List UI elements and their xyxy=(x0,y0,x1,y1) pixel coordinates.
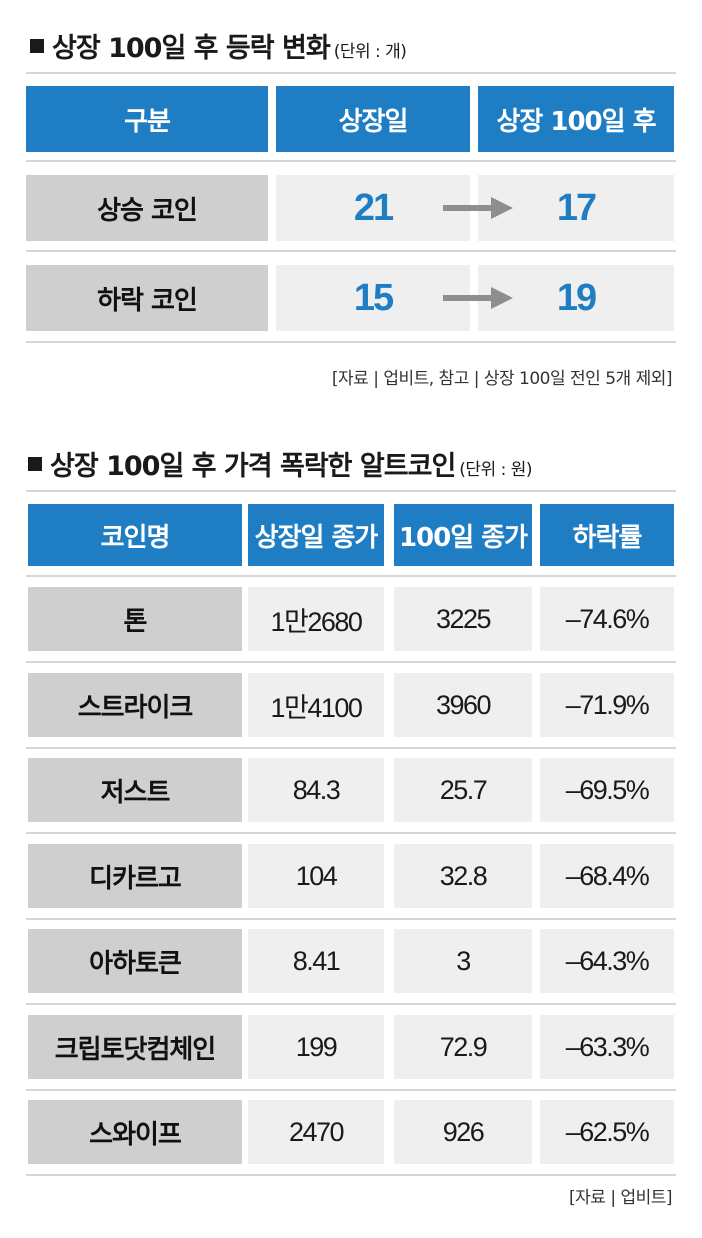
listing-close: 104 xyxy=(248,844,384,908)
coin-name: 저스트 xyxy=(28,758,242,822)
divider xyxy=(26,1003,676,1005)
close-100: 3225 xyxy=(394,587,532,651)
square-bullet-icon xyxy=(28,457,42,471)
section1-source: [자료 | 업비트, 참고 | 상장 100일 전인 5개 제외] xyxy=(331,369,673,389)
section2-title-text: 상장 100일 후 가격 폭락한 알트코인 xyxy=(50,451,456,482)
drop-rate: –62.5% xyxy=(540,1100,674,1164)
close-100: 3 xyxy=(394,929,532,993)
divider xyxy=(26,250,676,252)
listing-close: 2470 xyxy=(248,1100,384,1164)
coin-name: 톤 xyxy=(28,587,242,651)
divider xyxy=(26,661,676,663)
header-category: 구분 xyxy=(26,86,268,152)
section2-unit: (단위 : 원) xyxy=(459,460,533,480)
row-label-rising: 상승 코인 xyxy=(26,175,268,241)
header-listing-close: 상장일 종가 xyxy=(248,504,384,566)
divider xyxy=(26,918,676,920)
section2-title: 상장 100일 후 가격 폭락한 알트코인 (단위 : 원) xyxy=(28,444,533,483)
coin-name: 아하토큰 xyxy=(28,929,242,993)
section2-source: [자료 | 업비트] xyxy=(569,1188,673,1208)
row-label-falling: 하락 코인 xyxy=(26,265,268,331)
square-bullet-icon xyxy=(30,39,44,53)
listing-close: 1만4100 xyxy=(248,673,384,737)
drop-rate: –63.3% xyxy=(540,1015,674,1079)
falling-listing-day-value: 15 xyxy=(276,265,470,331)
divider xyxy=(26,747,676,749)
arrow-right-icon xyxy=(443,287,513,309)
divider xyxy=(26,160,676,162)
close-100: 25.7 xyxy=(394,758,532,822)
header-100-day-close: 100일 종가 xyxy=(394,504,532,566)
section1-title: 상장 100일 후 등락 변화 (단위 : 개) xyxy=(30,26,407,65)
section1-unit: (단위 : 개) xyxy=(333,42,407,62)
divider xyxy=(26,72,676,74)
divider xyxy=(26,1089,676,1091)
close-100: 32.8 xyxy=(394,844,532,908)
rising-listing-day-value: 21 xyxy=(276,175,470,241)
drop-rate: –74.6% xyxy=(540,587,674,651)
listing-close: 199 xyxy=(248,1015,384,1079)
divider xyxy=(26,832,676,834)
header-after-100-days: 상장 100일 후 xyxy=(478,86,674,152)
section1-title-text: 상장 100일 후 등락 변화 xyxy=(52,33,331,64)
header-listing-day: 상장일 xyxy=(276,86,470,152)
close-100: 3960 xyxy=(394,673,532,737)
header-drop-rate: 하락률 xyxy=(540,504,674,566)
divider xyxy=(26,1174,676,1176)
drop-rate: –68.4% xyxy=(540,844,674,908)
header-coin-name: 코인명 xyxy=(28,504,242,566)
listing-close: 1만2680 xyxy=(248,587,384,651)
divider xyxy=(26,490,676,492)
close-100: 926 xyxy=(394,1100,532,1164)
coin-name: 크립토닷컴체인 xyxy=(28,1015,242,1079)
drop-rate: –71.9% xyxy=(540,673,674,737)
coin-name: 디카르고 xyxy=(28,844,242,908)
coin-name: 스와이프 xyxy=(28,1100,242,1164)
divider xyxy=(26,575,676,577)
listing-close: 84.3 xyxy=(248,758,384,822)
close-100: 72.9 xyxy=(394,1015,532,1079)
listing-close: 8.41 xyxy=(248,929,384,993)
arrow-right-icon xyxy=(443,197,513,219)
drop-rate: –69.5% xyxy=(540,758,674,822)
coin-name: 스트라이크 xyxy=(28,673,242,737)
drop-rate: –64.3% xyxy=(540,929,674,993)
divider xyxy=(26,341,676,343)
